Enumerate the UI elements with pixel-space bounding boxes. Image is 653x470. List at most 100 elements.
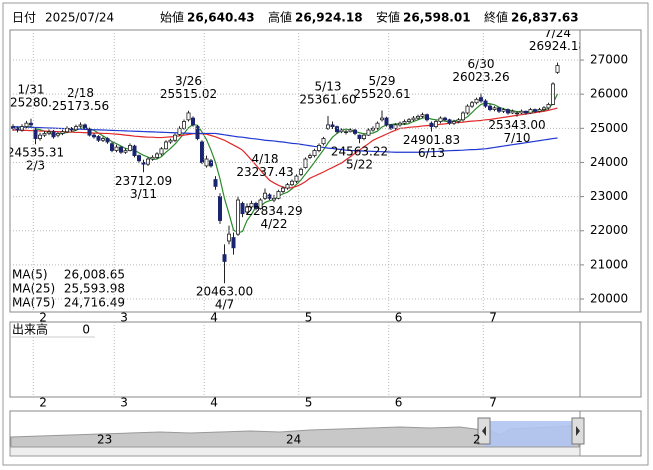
candle-body [101,138,106,141]
candle-body [83,124,88,129]
candle-body [555,65,560,73]
y-tick-label: 20000 [590,292,628,306]
candle-body [262,192,267,199]
x-tick-label: 2 [39,311,47,325]
candle-body [24,122,29,128]
legend-value: 24,716.49 [64,296,125,310]
candle-body [177,127,182,135]
y-tick-label: 21000 [590,257,628,271]
x-tick-label: 6 [395,311,403,325]
candle-body [110,143,115,151]
annotation-value: 26924.18 [529,39,586,53]
x-tick-label: 7 [489,396,497,410]
outer-frame [2,2,649,466]
candle-body [276,191,281,199]
header-field-value: 26,924.18 [295,11,363,25]
candle-body [96,136,101,141]
x-tick-label: 3 [120,311,128,325]
candle-body [289,180,294,186]
candle-body [433,121,438,128]
volume-axis [579,321,642,398]
handle-arrow [576,426,580,436]
annotation-value: 25361.60 [299,92,356,106]
candle-body [163,141,168,150]
candle-body [226,233,231,242]
ma-line [12,93,559,234]
candle-body [33,129,38,139]
annotation-date: 4/22 [261,217,288,231]
candle-body [406,119,411,122]
candle-body [136,155,141,162]
candle-body [114,146,119,151]
candle-body [352,129,357,134]
candle-body [316,144,321,151]
candle-body [208,160,213,167]
candle-body [402,121,407,124]
x-tick-label: 4 [210,311,218,325]
scrollbar[interactable] [9,446,581,457]
candle-body [429,122,434,128]
candle-body [348,129,353,133]
candle-body [496,107,501,112]
candle-body [141,162,146,165]
annotation-date: 3/11 [130,187,157,201]
candle-body [442,117,447,121]
candle-body [469,102,474,107]
candle-body [533,109,538,112]
candle-body [69,127,74,131]
y-tick-label: 23000 [590,189,628,203]
candle-body [280,187,285,192]
candle-body [172,134,177,141]
candle-body [253,203,258,209]
candle-body [15,127,20,131]
candle-body [65,127,70,133]
candle-body [528,109,533,114]
header-field-value: 26,837.63 [511,11,579,25]
annotation-value: 23237.43 [236,165,293,179]
x-tick-label: 5 [305,311,313,325]
y-tick-label: 27000 [590,53,628,67]
candle-body [312,150,317,157]
candle-body [478,97,483,102]
ma-line [13,107,558,189]
candle-body [294,175,299,182]
annotation-date: 4/7 [215,298,234,312]
header-field-label: 始値 [160,10,184,25]
navigator-label: 24 [286,433,301,447]
annotation-value: 25515.02 [160,87,217,101]
x-tick-label: 6 [395,396,403,410]
header-field-label: 高値 [268,10,292,25]
annotation-value: 25173.56 [52,99,109,113]
candle-body [92,134,97,138]
annotation-date: 6/13 [418,146,445,160]
ma-line [12,126,558,153]
candle-body [411,117,416,121]
annotation-value: 23712.09 [115,174,172,188]
candle-body [42,133,47,136]
annotation-value: 26023.26 [452,70,509,84]
navigator-label: 2 [473,433,481,447]
candle-body [510,110,515,114]
legend-value: 25,593.98 [64,282,125,296]
candle-body [190,117,195,126]
candle-body [231,237,236,249]
candle-body [515,112,520,115]
annotation-date: 5/29 [369,74,396,88]
candle-body [546,104,551,109]
candle-body [298,168,303,175]
candle-body [240,203,245,215]
candle-body [339,129,344,133]
candle-body [415,115,420,119]
annotation-date: 5/22 [346,158,373,172]
candle-body [334,126,339,133]
candle-body [420,114,425,117]
candle-body [51,131,56,138]
y-tick-label: 26000 [590,87,628,101]
candle-body [271,197,276,201]
candle-body [213,179,218,187]
candle-body [384,117,389,126]
candle-body [105,138,110,143]
